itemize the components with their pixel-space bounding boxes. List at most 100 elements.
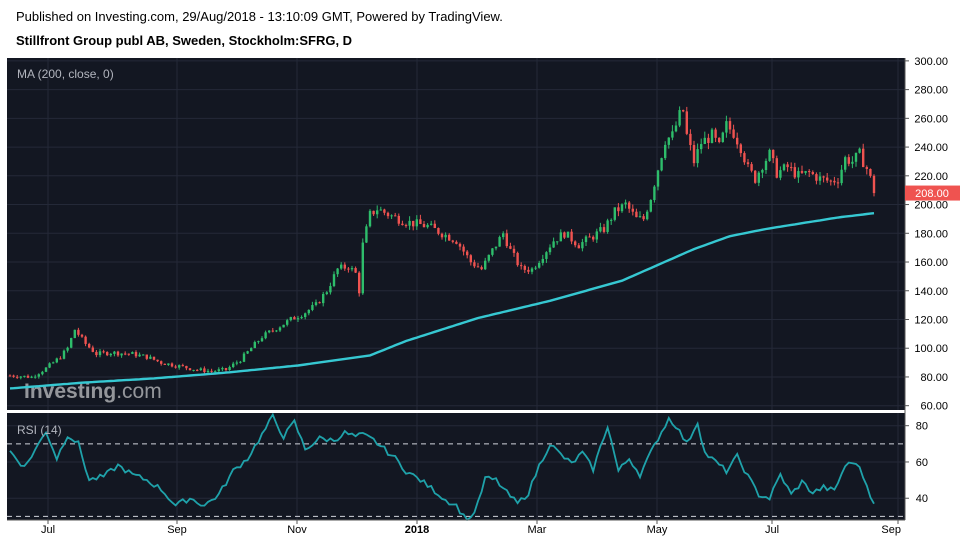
- candle-body: [260, 338, 264, 342]
- candle-body: [242, 353, 246, 362]
- candle-body: [358, 272, 361, 294]
- candle-body: [581, 242, 584, 249]
- candle-body: [818, 176, 822, 181]
- candle-body: [433, 223, 436, 229]
- candle-body: [120, 353, 123, 356]
- candle-body: [649, 200, 652, 212]
- candle-body: [664, 144, 667, 159]
- candle-body: [718, 137, 721, 143]
- investing-watermark: Investing.com: [24, 380, 162, 403]
- rsi-pane-background: [7, 413, 905, 520]
- candle-body: [610, 219, 613, 221]
- candle-body: [221, 368, 224, 370]
- candle-body: [458, 243, 462, 247]
- candle-body: [383, 209, 386, 213]
- candle-body: [318, 302, 321, 304]
- candle-body: [448, 234, 451, 241]
- candle-body: [422, 224, 426, 228]
- watermark-suffix: .com: [116, 380, 162, 403]
- ma-indicator-label: MA (200, close, 0): [17, 67, 114, 81]
- candle-body: [365, 226, 368, 243]
- candle-body: [732, 129, 735, 138]
- price-tick-label: 260.00: [914, 113, 948, 125]
- candle-body: [671, 131, 674, 138]
- candle-body: [811, 172, 814, 175]
- candle-body: [638, 216, 642, 218]
- candle-body: [415, 219, 418, 227]
- price-tick-label: 100.00: [914, 343, 948, 355]
- candle-body: [408, 220, 411, 226]
- candle-body: [419, 219, 422, 225]
- candle-body: [286, 320, 289, 325]
- candle-body: [34, 376, 37, 378]
- candle-body: [512, 248, 516, 253]
- candle-body: [347, 268, 350, 270]
- candle-body: [782, 164, 786, 171]
- candle-body: [77, 329, 80, 335]
- candle-body: [404, 225, 408, 227]
- last-price-badge: [905, 185, 960, 201]
- candle-body: [466, 251, 469, 256]
- candle-body: [354, 268, 357, 273]
- candle-body: [754, 170, 757, 183]
- last-price-marker: 208.00: [905, 185, 960, 201]
- candle-body: [275, 330, 278, 332]
- candle-body: [289, 317, 292, 321]
- candle-body: [620, 204, 624, 212]
- candle-body: [8, 375, 12, 377]
- candle-body: [829, 180, 832, 182]
- candle-body: [257, 341, 260, 343]
- candle-body: [88, 343, 91, 348]
- candle-body: [160, 361, 163, 364]
- candle-body: [52, 362, 55, 364]
- candle-body: [617, 207, 620, 212]
- candle-body: [426, 224, 429, 228]
- candle-body: [329, 286, 332, 293]
- candle-body: [491, 248, 494, 255]
- candle-body: [739, 144, 742, 154]
- candle-body: [710, 129, 714, 143]
- candle-body: [98, 351, 102, 356]
- candle-body: [278, 327, 282, 331]
- candle-body: [55, 358, 58, 363]
- candle-body: [109, 353, 112, 356]
- rsi-reference-lines: [7, 443, 905, 517]
- candle-body: [282, 324, 285, 328]
- price-tick-label: 220.00: [914, 171, 948, 183]
- candle-body: [23, 375, 26, 377]
- candle-body: [530, 268, 534, 272]
- price-tick-label: 280.00: [914, 85, 948, 97]
- rsi-indicator-label: RSI (14): [17, 423, 62, 437]
- candle-body: [376, 210, 379, 215]
- candle-body: [325, 292, 328, 295]
- candle-body: [196, 369, 199, 371]
- candle-body: [156, 359, 159, 362]
- candle-body: [797, 171, 800, 178]
- candle-body: [714, 129, 717, 138]
- candle-body: [494, 246, 498, 249]
- candle-body: [484, 260, 487, 270]
- candle-body: [800, 171, 804, 173]
- candle-body: [336, 268, 339, 275]
- price-axis-background: [905, 58, 960, 540]
- price-axis-ticks: 60.00 80.00 100.00 120.00 140.00 160.00 180.00…: [905, 56, 948, 413]
- candle-body: [163, 363, 166, 365]
- candle-body: [646, 211, 649, 220]
- candle-body: [185, 365, 188, 369]
- main-pane-background: [7, 58, 905, 410]
- candles: [8, 106, 876, 380]
- candle-body: [142, 354, 145, 356]
- candle-body: [188, 368, 192, 371]
- candle-body: [80, 334, 84, 337]
- last-price-label: 208.00: [915, 188, 949, 200]
- candle-body: [559, 232, 562, 242]
- date-tick-label: Jul: [765, 524, 779, 536]
- candle-body: [307, 309, 310, 314]
- candle-body: [520, 265, 523, 267]
- candle-body: [250, 348, 253, 352]
- candle-body: [689, 133, 692, 146]
- candle-body: [102, 351, 105, 353]
- candle-body: [534, 267, 537, 269]
- candle-body: [577, 245, 580, 249]
